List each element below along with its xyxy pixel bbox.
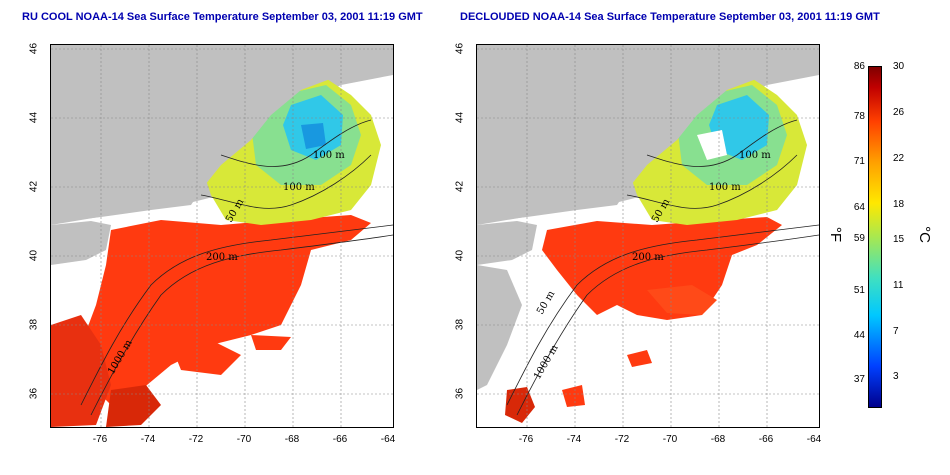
lon-tick-label: -68 bbox=[710, 434, 726, 445]
colorbar-c-label: 26 bbox=[893, 107, 905, 118]
lat-tick-label: 40 bbox=[454, 249, 466, 262]
lat-tick-label: 38 bbox=[454, 318, 466, 331]
lat-tick-label: 44 bbox=[454, 111, 466, 124]
lat-tick-label: 40 bbox=[28, 249, 40, 262]
colorbar-f-label: 71 bbox=[853, 156, 865, 167]
contour-label: 100 m bbox=[313, 150, 345, 161]
lon-tick-label: -68 bbox=[284, 434, 300, 445]
colorbar-c-label: 7 bbox=[893, 326, 899, 337]
lat-tick-label: 46 bbox=[28, 42, 40, 55]
lon-tick-label: -70 bbox=[662, 434, 678, 445]
colorbar-f-label: 51 bbox=[853, 285, 865, 296]
colorbar-f-label: 59 bbox=[853, 233, 865, 244]
contour-label: 100 m bbox=[283, 182, 315, 193]
lon-tick-label: -70 bbox=[236, 434, 252, 445]
colorbar-f-label: 64 bbox=[853, 202, 865, 213]
lon-tick-label: -64 bbox=[806, 434, 822, 445]
lat-tick-label: 46 bbox=[454, 42, 466, 55]
colorbar-f-label: 86 bbox=[853, 61, 865, 72]
right-map-title: DECLOUDED NOAA-14 Sea Surface Temperatur… bbox=[460, 11, 880, 23]
lat-tick-label: 36 bbox=[28, 387, 40, 400]
colorbar-c-label: 22 bbox=[893, 153, 905, 164]
lon-tick-label: -76 bbox=[92, 434, 108, 445]
colorbar-c-label: 15 bbox=[893, 234, 905, 245]
fahrenheit-unit: °F bbox=[827, 226, 845, 243]
colorbar-c-label: 30 bbox=[893, 61, 905, 72]
lon-tick-label: -66 bbox=[332, 434, 348, 445]
contour-label: 100 m bbox=[709, 182, 741, 193]
colorbar-c-label: 3 bbox=[893, 371, 899, 382]
sst-map-raw: 100 m 100 m 50 m 200 m 1000 m bbox=[50, 44, 394, 428]
colorbar-f-label: 44 bbox=[853, 330, 865, 341]
lat-tick-label: 42 bbox=[28, 180, 40, 193]
lon-tick-label: -66 bbox=[758, 434, 774, 445]
lat-tick-label: 36 bbox=[454, 387, 466, 400]
left-map-title: RU COOL NOAA-14 Sea Surface Temperature … bbox=[22, 11, 423, 23]
lon-tick-label: -76 bbox=[518, 434, 534, 445]
sst-map-declouded-graphic: 100 m 100 m 50 m 200 m 50 m 1000 m bbox=[477, 45, 819, 427]
contour-label: 200 m bbox=[632, 252, 664, 263]
colorbar-c-label: 18 bbox=[893, 199, 905, 210]
temperature-colorbar bbox=[868, 66, 882, 408]
contour-label: 100 m bbox=[739, 150, 771, 161]
colorbar-f-label: 78 bbox=[853, 111, 865, 122]
lon-tick-label: -74 bbox=[566, 434, 582, 445]
lat-tick-label: 42 bbox=[454, 180, 466, 193]
celsius-unit: °C bbox=[915, 226, 933, 243]
colorbar-f-label: 37 bbox=[853, 374, 865, 385]
lon-tick-label: -72 bbox=[614, 434, 630, 445]
lon-tick-label: -64 bbox=[380, 434, 396, 445]
colorbar-c-label: 11 bbox=[893, 280, 904, 291]
sst-map-raw-graphic: 100 m 100 m 50 m 200 m 1000 m bbox=[51, 45, 393, 427]
lat-tick-label: 44 bbox=[28, 111, 40, 124]
lon-tick-label: -72 bbox=[188, 434, 204, 445]
sst-map-declouded: 100 m 100 m 50 m 200 m 50 m 1000 m bbox=[476, 44, 820, 428]
lon-tick-label: -74 bbox=[140, 434, 156, 445]
contour-label: 200 m bbox=[206, 252, 238, 263]
lat-tick-label: 38 bbox=[28, 318, 40, 331]
